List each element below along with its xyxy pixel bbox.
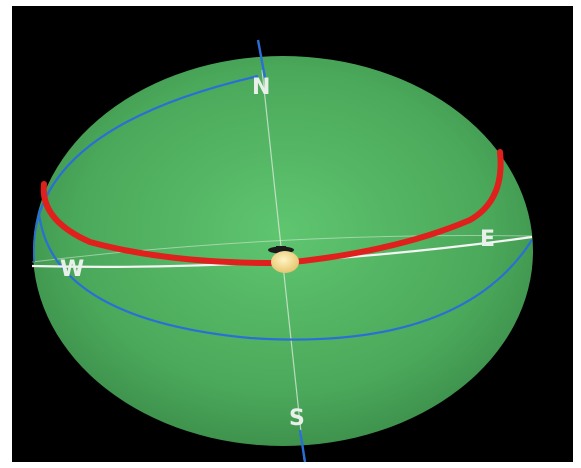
south-label: S xyxy=(289,406,305,431)
north-label: N xyxy=(252,75,270,100)
west-label: W xyxy=(60,257,84,282)
celestial-axis-north xyxy=(256,39,267,79)
horizon-back-edge xyxy=(31,235,533,263)
upper-great-circle xyxy=(33,74,259,263)
sun-marker xyxy=(271,251,299,273)
east-label: E xyxy=(480,227,495,252)
celestial-axis-south xyxy=(298,429,307,463)
